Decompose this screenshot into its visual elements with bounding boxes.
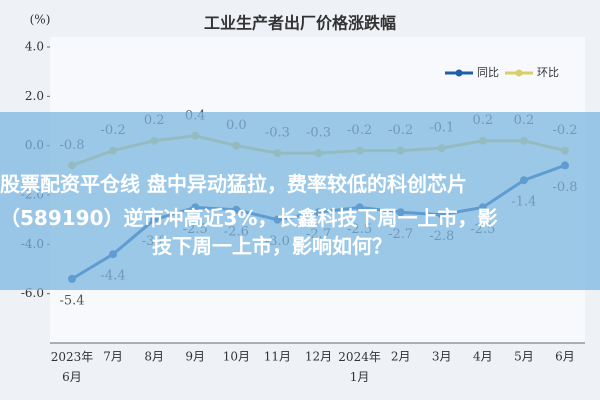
legend-label: 同比 xyxy=(477,66,499,79)
banner: 股票配资平仓线 盘中异动猛拉，费率较低的科创芯片 （589190）逆市冲高近3%… xyxy=(0,112,600,290)
x-tick-label: 2023年 6月 xyxy=(51,350,94,384)
x-tick-label: 8月 xyxy=(144,350,164,364)
x-tick-label: 4月 xyxy=(473,350,493,364)
x-tick-label: 11月 xyxy=(264,350,291,364)
legend-label: 环比 xyxy=(537,66,559,79)
x-tick-label: 2月 xyxy=(391,350,411,364)
x-tick-label: 12月 xyxy=(305,350,332,364)
x-tick-label: 6月 xyxy=(555,350,575,364)
x-tick-label: 5月 xyxy=(514,350,534,364)
y-tick-label: 2.0 xyxy=(25,89,44,103)
banner-line: 技下周一上市，影响如何？ xyxy=(152,234,392,258)
x-tick-label: 9月 xyxy=(185,350,205,364)
banner-line: （589190）逆市冲高近3%，长鑫科技下周一上市，影 xyxy=(0,206,498,230)
x-tick-label: 3月 xyxy=(432,350,452,364)
value-label: -5.4 xyxy=(59,293,84,308)
legend-swatch xyxy=(515,69,523,77)
y-axis-label: (%) xyxy=(30,13,51,27)
legend-swatch xyxy=(455,69,463,77)
banner-line: 股票配资平仓线 盘中异动猛拉，费率较低的科创芯片 xyxy=(0,172,467,196)
x-tick-label: 10月 xyxy=(223,350,250,364)
y-tick-label: 4.0 xyxy=(25,40,44,54)
chart-title: 工业生产者出厂价格涨跌幅 xyxy=(204,14,396,33)
x-tick-label: 7月 xyxy=(103,350,123,364)
x-tick-label: 2024年 1月 xyxy=(338,350,381,384)
